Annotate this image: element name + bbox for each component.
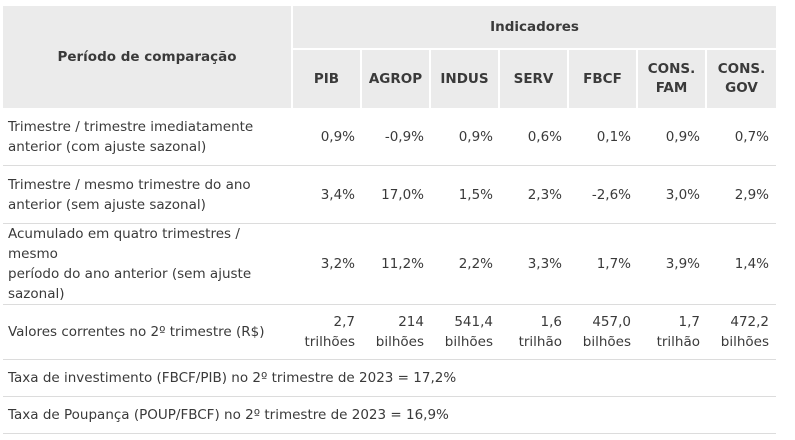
row-label: Trimestre / mesmo trimestre do ano anteri… bbox=[3, 166, 293, 224]
table-cell: 3,0% bbox=[638, 166, 707, 224]
table-row: Trimestre / mesmo trimestre do ano anteri… bbox=[3, 166, 777, 224]
table-cell: 3,9% bbox=[638, 224, 707, 305]
row-label: Valores correntes no 2º trimestre (R$) bbox=[3, 305, 293, 360]
table-cell: 1,7% bbox=[569, 224, 638, 305]
period-header: Período de comparação bbox=[3, 6, 293, 108]
table-cell: 0,9% bbox=[293, 108, 362, 166]
column-header-agrop: AGROP bbox=[362, 50, 431, 108]
investment-rate-row: Taxa de investimento (FBCF/PIB) no 2º tr… bbox=[3, 360, 777, 397]
table-cell: 0,9% bbox=[638, 108, 707, 166]
table-cell: 17,0% bbox=[362, 166, 431, 224]
table-cell: 3,3% bbox=[500, 224, 569, 305]
column-header-pib: PIB bbox=[293, 50, 362, 108]
table-cell: 11,2% bbox=[362, 224, 431, 305]
table-cell: 457,0 bilhões bbox=[569, 305, 638, 360]
table-cell: 214 bilhões bbox=[362, 305, 431, 360]
table-row: Taxa de Poupança (POUP/FBCF) no 2º trime… bbox=[3, 397, 777, 434]
table-cell: 2,9% bbox=[707, 166, 777, 224]
table-row: Acumulado em quatro trimestres / mesmo pe… bbox=[3, 224, 777, 305]
table-cell: 0,7% bbox=[707, 108, 777, 166]
table-cell: 1,6 trilhão bbox=[500, 305, 569, 360]
table-cell: 1,7 trilhão bbox=[638, 305, 707, 360]
indicators-header: Indicadores bbox=[293, 6, 777, 50]
row-label: Trimestre / trimestre imediatamente anter… bbox=[3, 108, 293, 166]
column-header-cons-gov: CONS. GOV bbox=[707, 50, 777, 108]
table-cell: 3,4% bbox=[293, 166, 362, 224]
savings-rate-row: Taxa de Poupança (POUP/FBCF) no 2º trime… bbox=[3, 397, 777, 434]
column-header-indus: INDUS bbox=[431, 50, 500, 108]
table-cell: 2,7 trilhões bbox=[293, 305, 362, 360]
column-header-serv: SERV bbox=[500, 50, 569, 108]
row-label: Acumulado em quatro trimestres / mesmo pe… bbox=[3, 224, 293, 305]
table-cell: -2,6% bbox=[569, 166, 638, 224]
table-row: Taxa de investimento (FBCF/PIB) no 2º tr… bbox=[3, 360, 777, 397]
table-row: Valores correntes no 2º trimestre (R$) 2… bbox=[3, 305, 777, 360]
table-cell: 2,2% bbox=[431, 224, 500, 305]
table-cell: -0,9% bbox=[362, 108, 431, 166]
table-cell: 2,3% bbox=[500, 166, 569, 224]
indicators-table: Período de comparação Indicadores PIB AG… bbox=[3, 6, 777, 434]
column-header-fbcf: FBCF bbox=[569, 50, 638, 108]
table-cell: 0,9% bbox=[431, 108, 500, 166]
table-cell: 1,5% bbox=[431, 166, 500, 224]
table-cell: 472,2 bilhões bbox=[707, 305, 777, 360]
table-cell: 3,2% bbox=[293, 224, 362, 305]
table-cell: 1,4% bbox=[707, 224, 777, 305]
column-header-cons-fam: CONS. FAM bbox=[638, 50, 707, 108]
table-cell: 0,1% bbox=[569, 108, 638, 166]
table-row: Trimestre / trimestre imediatamente anter… bbox=[3, 108, 777, 166]
table-cell: 0,6% bbox=[500, 108, 569, 166]
table-cell: 541,4 bilhões bbox=[431, 305, 500, 360]
